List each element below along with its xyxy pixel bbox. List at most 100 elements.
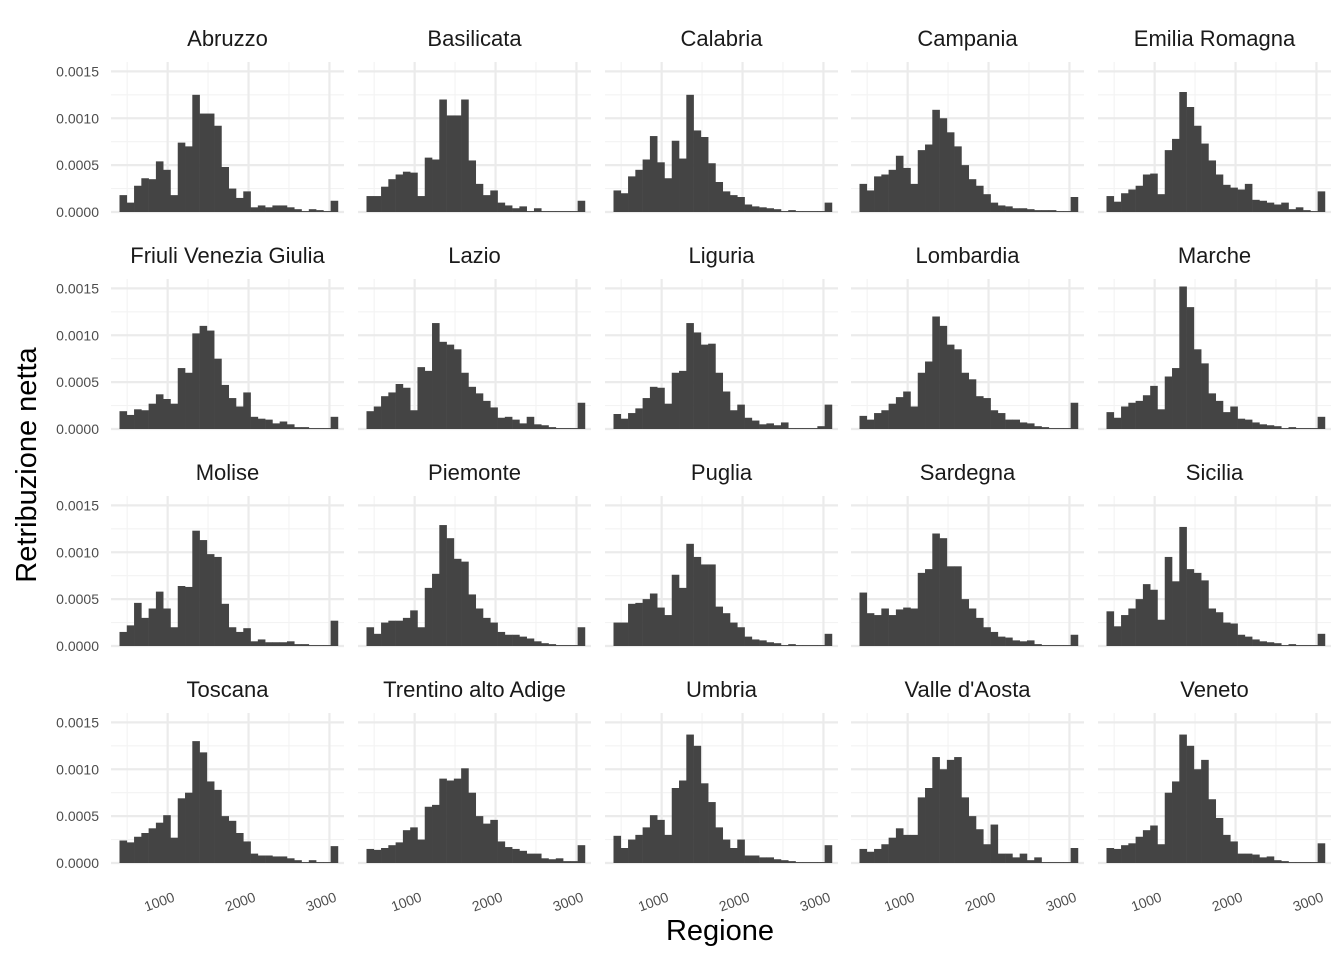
histogram-bar <box>990 631 999 646</box>
histogram-bar <box>802 645 811 646</box>
histogram-bar <box>708 343 716 429</box>
histogram-bar <box>859 183 868 212</box>
facet-panel: Campania <box>851 26 1084 214</box>
histogram-bar <box>751 855 760 863</box>
histogram-bar <box>402 171 411 212</box>
histogram-bar <box>1135 400 1144 429</box>
histogram-bar <box>925 788 933 863</box>
histogram-bar <box>708 163 716 212</box>
histogram-bar <box>453 778 462 863</box>
histogram-bar <box>555 428 564 429</box>
histogram-bar <box>235 406 244 429</box>
histogram-bar <box>1288 862 1297 863</box>
histogram-bar <box>148 608 157 646</box>
facet-label: Molise <box>196 460 260 485</box>
histogram-bar <box>1215 818 1224 863</box>
histogram-bar <box>373 406 382 429</box>
x-tick-label: 2000 <box>717 889 752 915</box>
histogram-bar <box>272 642 280 646</box>
histogram-bar <box>163 169 171 212</box>
histogram-bar <box>257 205 266 212</box>
histogram-bar <box>1121 845 1129 863</box>
facet-panel: Sardegna <box>851 460 1084 648</box>
histogram-bar <box>1070 197 1079 212</box>
histogram-bar <box>294 860 302 863</box>
histogram-bar <box>330 200 339 212</box>
histogram-bar <box>1135 599 1144 646</box>
histogram-bar <box>1259 857 1267 863</box>
histogram-bar <box>954 349 962 429</box>
histogram-bar <box>628 413 636 429</box>
histogram-bar <box>490 622 498 646</box>
histogram-bar <box>526 416 535 429</box>
histogram-bar <box>497 417 506 429</box>
facet-label: Lazio <box>448 243 501 268</box>
histogram-bar <box>744 636 753 646</box>
histogram-bar <box>1048 428 1057 429</box>
x-tick-label: 1000 <box>882 889 917 915</box>
histogram-bar <box>1106 196 1115 212</box>
histogram-bar <box>286 641 295 646</box>
histogram-bar <box>686 94 694 212</box>
histogram-bar <box>759 640 767 646</box>
facet-label: Abruzzo <box>187 26 268 51</box>
histogram-bar <box>1034 644 1042 646</box>
histogram-bar <box>1208 799 1217 863</box>
histogram-bar <box>817 645 825 646</box>
x-tick-label: 3000 <box>1044 889 1079 915</box>
histogram-bar <box>424 806 433 863</box>
histogram-bar <box>866 419 875 429</box>
histogram-bar <box>961 165 970 212</box>
histogram-bar <box>664 178 673 212</box>
histogram-bar <box>286 207 295 212</box>
histogram-bar <box>817 862 825 863</box>
histogram-bar <box>895 609 904 646</box>
histogram-bar <box>628 176 636 212</box>
histogram-bar <box>308 860 317 863</box>
histogram-bar <box>1019 641 1028 646</box>
histogram-bar <box>968 608 977 646</box>
histogram-bar <box>968 379 977 429</box>
histogram-bar <box>671 788 680 863</box>
histogram-bar <box>1106 611 1115 646</box>
histogram-bar <box>888 615 897 646</box>
histogram-bar <box>866 613 875 646</box>
histogram-bar <box>1252 639 1260 646</box>
histogram-bar <box>910 834 919 863</box>
histogram-bar <box>323 211 331 212</box>
histogram-bar <box>997 853 1006 863</box>
facet-label: Campania <box>917 26 1018 51</box>
histogram-bar <box>1012 208 1020 212</box>
histogram-bar <box>1041 427 1050 429</box>
histogram-bar <box>1172 581 1180 646</box>
histogram-bar <box>1128 402 1136 429</box>
histogram-bar <box>468 594 477 646</box>
histogram-bar <box>265 419 273 429</box>
histogram-bar <box>417 839 426 863</box>
histogram-bar <box>1005 637 1013 646</box>
histogram-bar <box>446 115 455 212</box>
histogram-bar <box>141 178 149 212</box>
histogram-bar <box>279 421 288 429</box>
histogram-bar <box>888 837 897 863</box>
histogram-bar <box>461 561 469 646</box>
histogram-bar <box>881 410 889 429</box>
facet-panel: Basilicata <box>358 26 591 214</box>
histogram-bar <box>1128 608 1136 646</box>
histogram-bar <box>490 819 498 863</box>
histogram-bar <box>395 384 404 429</box>
histogram-bar <box>308 645 317 646</box>
histogram-bar <box>432 323 440 429</box>
histogram-bar <box>664 403 673 429</box>
histogram-bar <box>649 136 658 212</box>
histogram-bar <box>214 556 222 646</box>
histogram-bar <box>541 643 549 646</box>
histogram-bar <box>439 778 447 863</box>
histogram-bar <box>664 615 673 646</box>
histogram-bar <box>243 392 251 429</box>
histogram-bar <box>155 394 164 429</box>
histogram-bar <box>526 853 535 863</box>
facet-panel: Trentino alto Adige 1000 2000 3000 <box>358 677 591 914</box>
x-tick-label: 3000 <box>798 889 833 915</box>
histogram-bar <box>388 179 396 212</box>
